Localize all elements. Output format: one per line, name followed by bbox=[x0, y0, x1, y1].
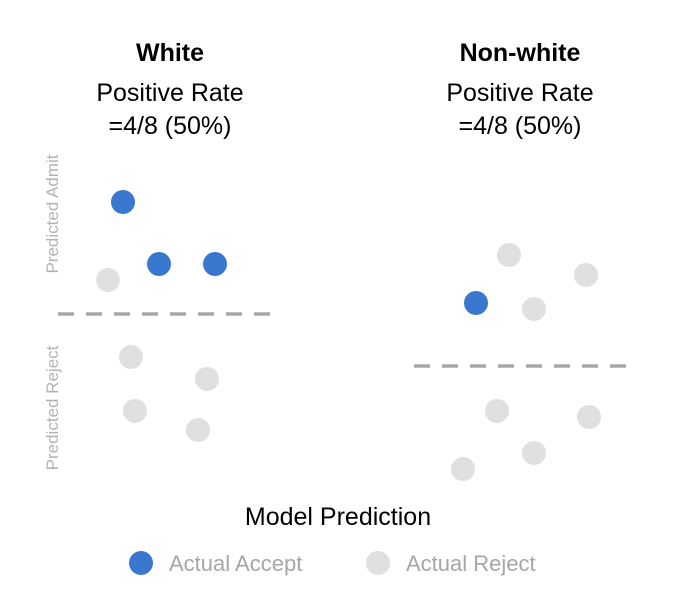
white-reject-point bbox=[96, 268, 120, 292]
panel-rate-value-white: =4/8 (50%) bbox=[109, 112, 232, 140]
panel-title-nonwhite: Non-white bbox=[460, 39, 581, 67]
white-accept-point bbox=[147, 252, 171, 276]
legend-accept-marker bbox=[129, 551, 153, 575]
white-reject-point bbox=[123, 399, 147, 423]
panel-rate-label-white: Positive Rate bbox=[96, 79, 243, 107]
legend-reject-label: Actual Reject bbox=[406, 551, 536, 576]
nonwhite-reject-point bbox=[577, 405, 601, 429]
legend-reject-marker bbox=[366, 551, 390, 575]
panel-rate-label-nonwhite: Positive Rate bbox=[446, 79, 593, 107]
panel-title-white: White bbox=[136, 39, 204, 67]
y-label-predicted-reject: Predicted Reject bbox=[43, 345, 62, 470]
nonwhite-accept-point bbox=[464, 291, 488, 315]
white-accept-point bbox=[203, 252, 227, 276]
nonwhite-reject-point bbox=[485, 399, 509, 423]
points-nonwhite bbox=[451, 243, 601, 481]
nonwhite-reject-point bbox=[451, 457, 475, 481]
white-reject-point bbox=[119, 345, 143, 369]
panel-rate-value-nonwhite: =4/8 (50%) bbox=[459, 112, 582, 140]
nonwhite-reject-point bbox=[522, 441, 546, 465]
white-reject-point bbox=[195, 367, 219, 391]
legend: Actual Accept Actual Reject bbox=[129, 551, 536, 576]
legend-accept-label: Actual Accept bbox=[169, 551, 302, 576]
points-white bbox=[96, 190, 227, 442]
nonwhite-reject-point bbox=[497, 243, 521, 267]
white-accept-point bbox=[111, 190, 135, 214]
nonwhite-reject-point bbox=[574, 263, 598, 287]
x-label: Model Prediction bbox=[245, 503, 431, 531]
nonwhite-reject-point bbox=[522, 297, 546, 321]
white-reject-point bbox=[186, 418, 210, 442]
y-label-predicted-admit: Predicted Admit bbox=[43, 154, 62, 273]
